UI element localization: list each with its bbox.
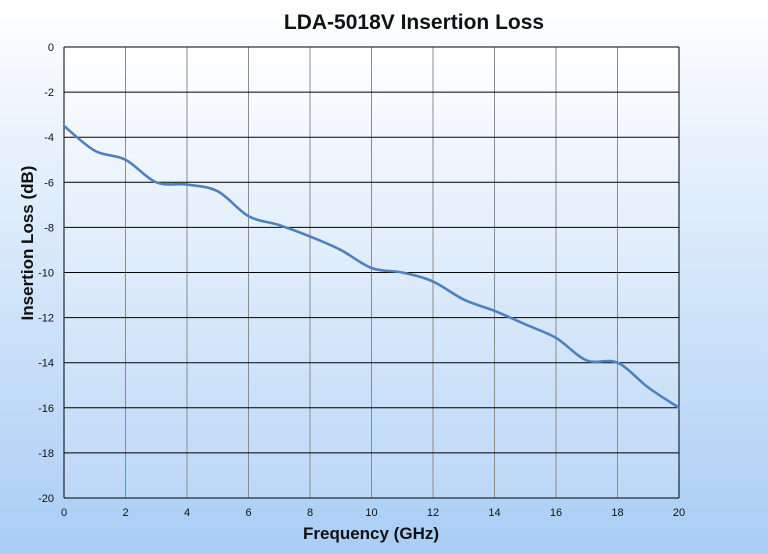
y-tick-label-0: 0 [48,42,54,54]
x-tick-label-18: 18 [611,507,623,519]
y-tick-label--20: -20 [38,493,54,505]
chart-title: LDA-5018V Insertion Loss [284,11,544,34]
y-axis-label: Insertion Loss (dB) [18,166,37,321]
y-tick-label--18: -18 [38,448,54,460]
x-tick-labels: 0 2 4 6 8 10 12 14 16 18 20 [61,507,685,519]
y-tick-label--10: -10 [38,268,54,280]
grid [63,46,680,499]
x-tick-label-14: 14 [488,507,500,519]
x-tick-label-6: 6 [245,507,251,519]
series-layer [62,124,681,410]
series-line-0 [62,124,681,410]
y-tick-label--2: -2 [44,87,54,99]
x-tick-label-16: 16 [550,507,562,519]
y-tick-label--8: -8 [44,222,54,234]
x-tick-label-2: 2 [122,507,128,519]
x-tick-label-12: 12 [427,507,439,519]
y-tick-label--6: -6 [44,177,54,189]
x-tick-label-4: 4 [184,507,190,519]
x-axis-label: Frequency (GHz) [303,524,439,543]
y-tick-label--12: -12 [38,313,54,325]
x-tick-label-20: 20 [673,507,685,519]
y-tick-label--14: -14 [38,358,54,370]
x-tick-label-0: 0 [61,507,67,519]
y-tick-labels: 0 -2 -4 -6 -8 -10 -12 -14 -16 -18 -20 [38,42,54,505]
y-tick-label--16: -16 [38,403,54,415]
x-tick-label-10: 10 [365,507,377,519]
x-tick-label-8: 8 [307,507,313,519]
y-tick-label--4: -4 [44,132,54,144]
